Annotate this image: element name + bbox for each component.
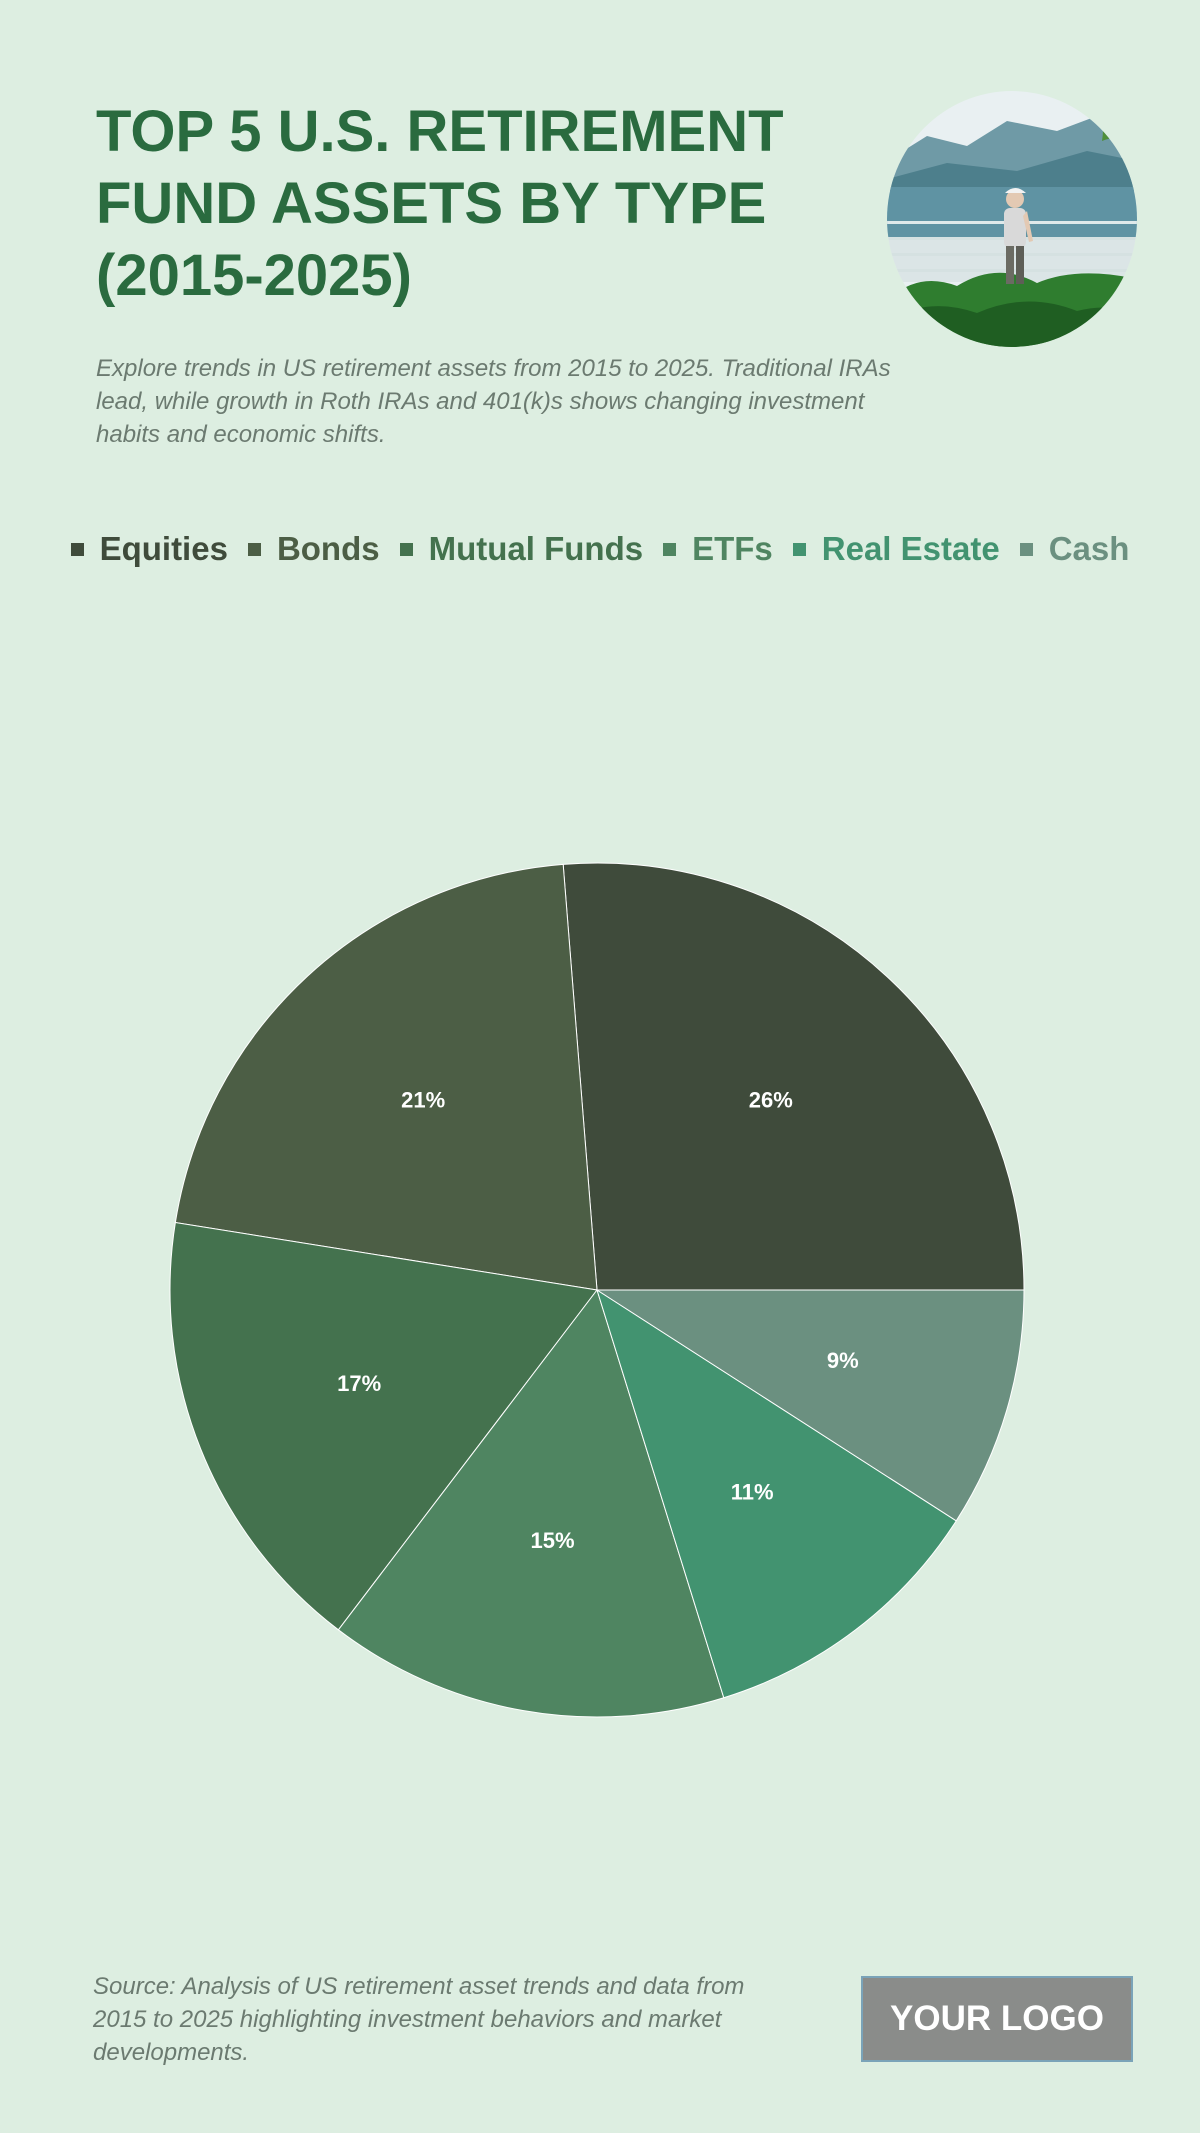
slice-label-real-estate: 11% [731,1480,774,1505]
retiree-walking-photo [887,91,1137,347]
legend-label: Mutual Funds [428,530,644,567]
legend-swatch [399,542,413,556]
legend-item-etfs: ETFs [663,528,773,570]
legend-item-real-estate: Real Estate [792,528,1000,570]
pie-slice-bonds [174,863,598,1291]
pie-slice-cash [595,1289,1025,1522]
logo-placeholder: YOUR LOGO [861,1976,1133,2062]
legend-label: Equities [99,530,228,567]
pie-slice-equities [562,862,1025,1291]
legend-item-mutual-funds: Mutual Funds [399,528,644,570]
legend-item-cash: Cash [1019,528,1130,570]
legend-swatch [247,542,261,556]
pie-chart: 26% 21% 17% 15% 11% 9% [169,862,1025,1718]
source-note: Source: Analysis of US retirement asset … [93,1973,745,2066]
pie-slice-mutual-funds [169,1221,598,1631]
legend-item-bonds: Bonds [247,528,380,570]
page-subtitle: Explore trends in US retirement assets f… [96,355,891,448]
legend-label: Bonds [276,530,380,567]
legend-label: Real Estate [821,530,1000,567]
photo-illustration [887,91,1137,347]
legend-swatch [792,542,806,556]
slice-label-cash: 9% [827,1348,859,1373]
logo-text: YOUR LOGO [890,1999,1104,2038]
pie-slice-real-estate [596,1288,957,1699]
legend-item-equities: Equities [70,528,228,570]
slice-label-equities: 26% [749,1088,793,1113]
legend-swatch [1019,542,1033,556]
slice-label-etfs: 15% [530,1528,574,1553]
legend-swatch [70,542,84,556]
legend-swatch [663,542,677,556]
slice-label-bonds: 21% [401,1088,445,1113]
page-title: TOP 5 U.S. RETIREMENT FUND ASSETS BY TYP… [96,99,784,308]
legend-label: ETFs [692,530,773,567]
slice-label-mutual-funds: 17% [337,1371,381,1396]
pie-slice-etfs [337,1288,725,1718]
chart-legend: Equities Bonds Mutual Funds ETFs Real Estate… [60,528,1140,570]
legend-label: Cash [1048,530,1130,567]
